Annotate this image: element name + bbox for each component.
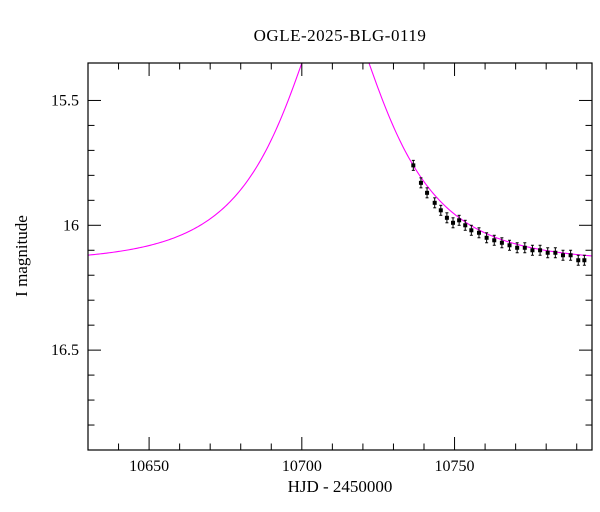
svg-text:16.5: 16.5 bbox=[51, 342, 79, 359]
svg-text:16: 16 bbox=[63, 217, 79, 234]
chart-title: OGLE-2025-BLG-0119 bbox=[253, 26, 427, 45]
svg-text:10750: 10750 bbox=[435, 458, 475, 475]
svg-text:15.5: 15.5 bbox=[51, 92, 79, 109]
x-axis-label: HJD - 2450000 bbox=[287, 477, 393, 496]
svg-text:10650: 10650 bbox=[129, 458, 169, 475]
svg-text:10700: 10700 bbox=[282, 458, 322, 475]
